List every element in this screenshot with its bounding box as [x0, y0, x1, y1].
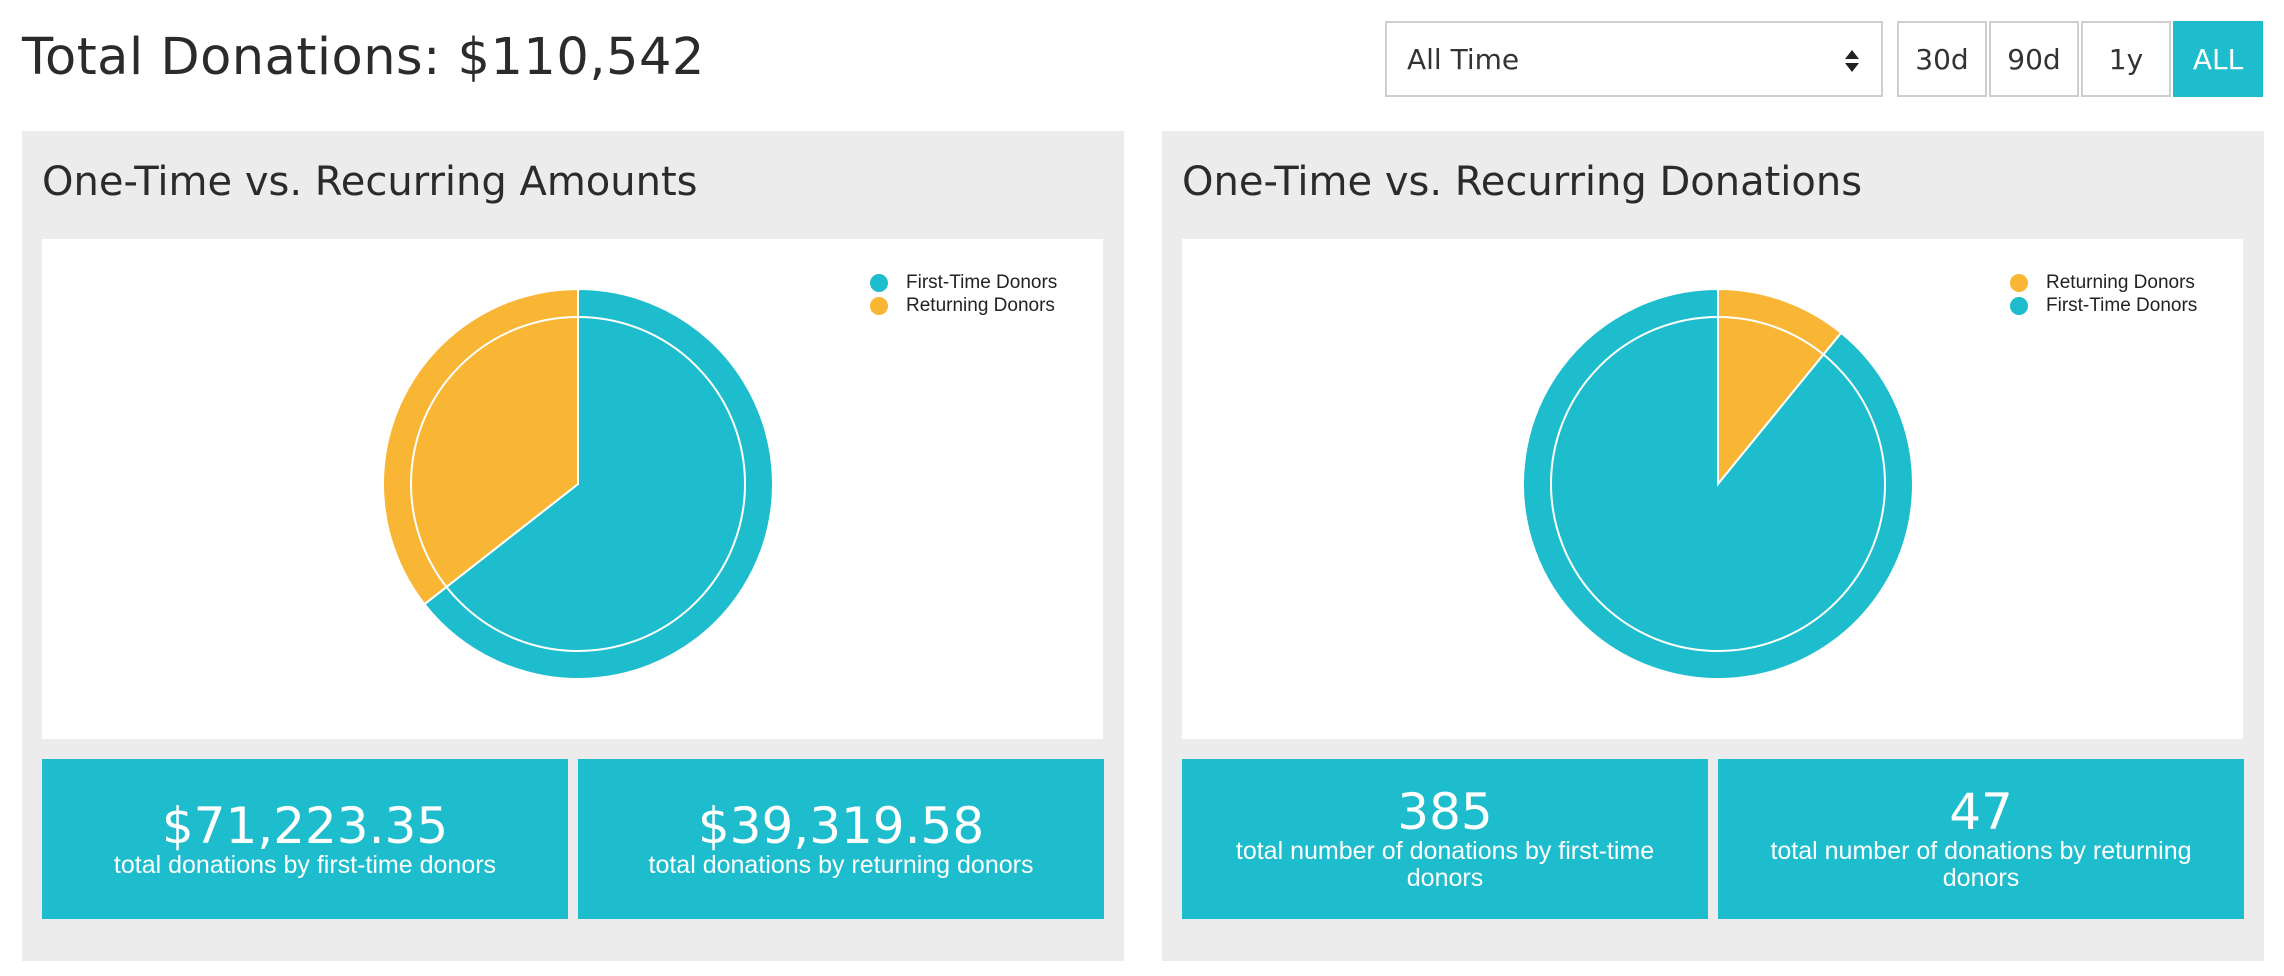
date-range-select[interactable]: All Time: [1385, 21, 1883, 97]
legend-item-first-time[interactable]: First-Time Donors: [2010, 294, 2197, 317]
pie-inner-ring: [410, 316, 746, 652]
pie-slice-first-time-donors[interactable]: [423, 287, 774, 680]
legend-item-returning[interactable]: Returning Donors: [870, 294, 1057, 317]
stat-label: total number of donations by first-time …: [1235, 837, 1655, 892]
donations-pie-chart: [1522, 287, 1914, 680]
donations-panel-title: One-Time vs. Recurring Donations: [1182, 159, 1863, 205]
donations-legend: Returning Donors First-Time Donors: [2010, 271, 2197, 317]
range-button-all[interactable]: ALL: [2173, 21, 2263, 97]
stat-card-returning-amount: $39,319.58 total donations by returning …: [578, 759, 1104, 919]
legend-label: First-Time Donors: [906, 271, 1058, 293]
legend-dot-icon: [2010, 296, 2028, 315]
stat-card-first-time-amount: $71,223.35 total donations by first-time…: [42, 759, 568, 919]
range-button-30d[interactable]: 30d: [1897, 21, 1987, 97]
stat-label: total donations by first-time donors: [113, 850, 497, 879]
amounts-panel: One-Time vs. Recurring Amounts First-Tim…: [22, 131, 1124, 961]
pie-slice-returning-donors[interactable]: [382, 287, 579, 606]
stat-value: 47: [1949, 783, 2013, 841]
amounts-pie-chart: [382, 287, 774, 680]
legend-item-first-time[interactable]: First-Time Donors: [870, 271, 1057, 294]
amounts-panel-title: One-Time vs. Recurring Amounts: [42, 159, 698, 205]
legend-item-returning[interactable]: Returning Donors: [2010, 271, 2197, 294]
legend-dot-icon: [870, 273, 888, 292]
amounts-chart: First-Time Donors Returning Donors: [42, 239, 1103, 739]
amounts-legend: First-Time Donors Returning Donors: [870, 271, 1057, 317]
pie-slice-returning-donors[interactable]: [1717, 287, 1843, 487]
range-button-90d[interactable]: 90d: [1989, 21, 2079, 97]
legend-dot-icon: [870, 296, 888, 315]
stat-value: $71,223.35: [161, 796, 449, 855]
legend-dot-icon: [2010, 273, 2028, 292]
stat-value: $39,319.58: [697, 796, 985, 855]
legend-label: Returning Donors: [2046, 271, 2195, 293]
range-button-1y[interactable]: 1y: [2081, 21, 2171, 97]
stat-value: 385: [1397, 783, 1493, 841]
donations-chart: Returning Donors First-Time Donors: [1182, 239, 2243, 739]
stat-label: total donations by returning donors: [648, 850, 1034, 879]
pie-inner-ring: [1550, 316, 1886, 652]
stat-label: total number of donations by returning d…: [1770, 837, 2192, 892]
stat-card-first-time-count: 385 total number of donations by first-t…: [1182, 759, 1708, 919]
stat-card-returning-count: 47 total number of donations by returnin…: [1718, 759, 2244, 919]
select-arrows-icon: [1845, 43, 1859, 79]
pie-slice-first-time-donors[interactable]: [1522, 287, 1914, 680]
legend-label: First-Time Donors: [2046, 294, 2198, 316]
donations-panel: One-Time vs. Recurring Donations Returni…: [1162, 131, 2264, 961]
page-title: Total Donations: $110,542: [22, 28, 705, 87]
date-range-select-value: All Time: [1407, 42, 1520, 76]
legend-label: Returning Donors: [906, 294, 1055, 316]
